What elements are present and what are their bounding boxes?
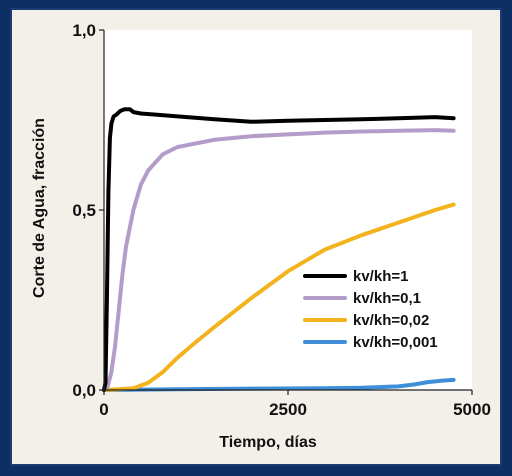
series-line-4	[102, 377, 456, 392]
x-tick-label: 5000	[453, 400, 491, 419]
x-tick-label: 0	[99, 400, 108, 419]
series-line-3	[102, 202, 456, 392]
plot-area	[104, 30, 472, 390]
y-axis-title: Corte de Agua, fracción	[31, 118, 48, 298]
legend-label: kv/kh=1	[353, 268, 408, 285]
plot-background	[104, 30, 472, 390]
legend-label: kv/kh=0,1	[353, 290, 421, 307]
x-axis-title: Tiempo, días	[219, 434, 317, 451]
legend-label: kv/kh=0,001	[353, 334, 438, 351]
x-tick-label: 2500	[269, 400, 307, 419]
y-tick-label: 0,5	[72, 201, 96, 220]
series-line-2	[102, 128, 456, 392]
tick-labels: 0 2500 5000 0,0 0,5 1,0	[72, 21, 491, 419]
series-lines	[102, 107, 456, 392]
legend: kv/kh=1 kv/kh=0,1 kv/kh=0,02 kv/kh=0,001	[303, 268, 438, 351]
legend-label: kv/kh=0,02	[353, 312, 429, 329]
series-line-1	[102, 107, 456, 392]
y-tick-label: 0,0	[72, 381, 96, 400]
y-tick-label: 1,0	[72, 21, 96, 40]
